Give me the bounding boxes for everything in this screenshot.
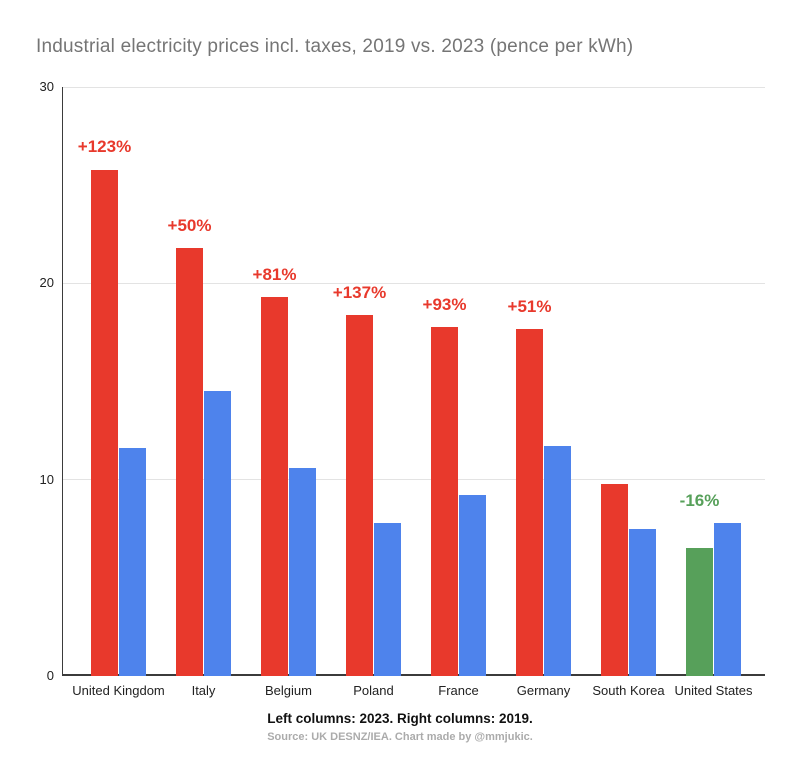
bar-2023 [261, 297, 288, 676]
bar-2019 [544, 446, 571, 676]
category-label: France [438, 683, 479, 698]
gridline [63, 86, 765, 88]
bar-group: +137% [333, 87, 401, 676]
category-label: Italy [191, 683, 216, 698]
gridline [63, 479, 765, 481]
bar-2023 [516, 328, 543, 676]
bar-group: +51% [508, 87, 571, 676]
bar-2019 [459, 495, 486, 676]
x-axis-baseline [63, 674, 765, 676]
category-label: South Korea [592, 683, 665, 698]
pct-change-label: +81% [252, 265, 297, 285]
bar-2019 [289, 467, 316, 676]
bar-group: -16% [680, 87, 741, 676]
bar-2023 [431, 326, 458, 676]
bar-2019 [204, 391, 231, 676]
bar-group: +50% [168, 87, 231, 676]
bar-group: +81% [253, 87, 316, 676]
bar-2023 [601, 483, 628, 676]
bar-group [601, 87, 656, 676]
bar-group: +93% [423, 87, 486, 676]
gridline [63, 282, 765, 284]
category-label: Poland [353, 683, 394, 698]
y-tick-label: 20 [39, 275, 54, 291]
bar-2019 [374, 522, 401, 676]
source-credit-text: Source: UK DESNZ/IEA. Chart made by @mmj… [267, 731, 533, 743]
category-label: Germany [516, 683, 571, 698]
bar-2019 [714, 522, 741, 676]
category-label: Belgium [265, 683, 312, 698]
chart-title: Industrial electricity prices incl. taxe… [36, 36, 634, 57]
pct-change-label: +51% [507, 296, 552, 316]
category-label: United Kingdom [72, 683, 165, 698]
bar-2019 [629, 528, 656, 676]
category-label: United States [674, 683, 753, 698]
bar-2023 [686, 548, 713, 676]
legend-text: Left columns: 2023. Right columns: 2019. [267, 711, 533, 726]
bar-2023 [91, 169, 118, 676]
y-tick-label: 30 [39, 79, 54, 94]
pct-change-label: +137% [332, 282, 387, 302]
y-tick-label: 0 [46, 668, 54, 683]
bar-2019 [119, 448, 146, 676]
pct-change-label: +50% [167, 216, 212, 235]
bar-2023 [176, 248, 203, 676]
pct-change-label: -16% [679, 490, 720, 510]
pct-change-label: +123% [77, 137, 132, 157]
pct-change-label: +93% [422, 294, 467, 314]
bar-2023 [346, 314, 373, 676]
plot-area: 0 10 20 30 +123% United Kingdom +50% Italy +81% B… [40, 80, 765, 698]
bar-group: +123% [78, 87, 146, 676]
y-tick-label: 10 [39, 471, 54, 487]
